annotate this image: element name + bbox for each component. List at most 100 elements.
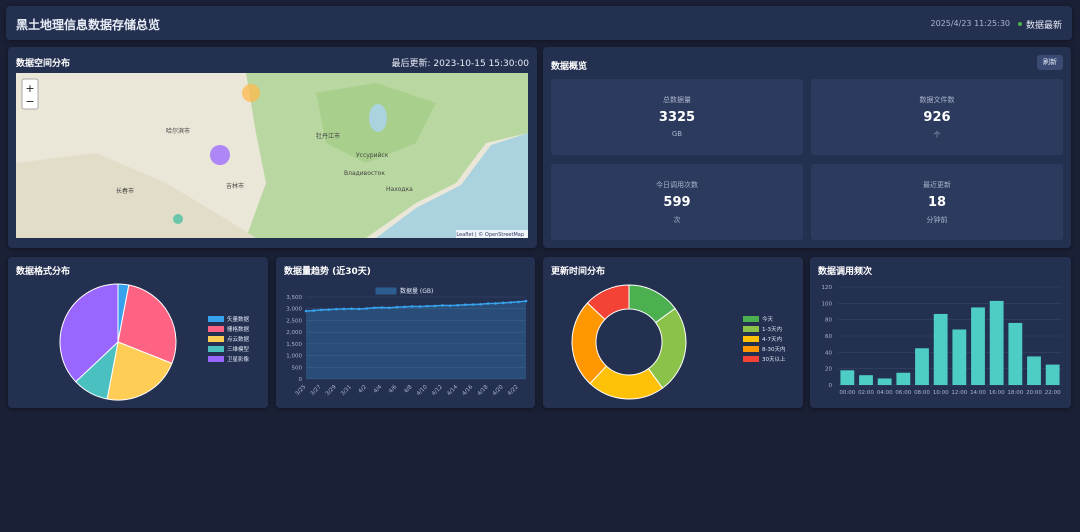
y-tick-label: 2,500 (286, 318, 302, 324)
chart-panel: 更新时间分布 今天 1-3天内 4-7天内 8-30天内 30天以上 (543, 257, 803, 408)
bar (877, 378, 892, 385)
x-tick-label: 3/25 (294, 384, 307, 397)
header: 黑土地理信息数据存储总览 2025/4/23 11:25:30 数据最新 (6, 6, 1072, 40)
legend-swatch (743, 356, 759, 362)
bar (1008, 322, 1023, 385)
y-tick-label: 100 (822, 301, 833, 307)
map-label: 牡丹江市 (316, 132, 340, 140)
status: 数据最新 (1025, 21, 1062, 31)
data-point[interactable] (210, 145, 230, 165)
stat-label: 今日调用次数 (656, 181, 698, 189)
y-tick-label: 120 (822, 285, 833, 291)
legend-swatch (743, 346, 759, 352)
point (501, 301, 505, 305)
chart-title: 数据格式分布 (16, 265, 70, 277)
area (306, 301, 526, 379)
bar (971, 307, 985, 385)
x-tick-label: 4/4 (373, 384, 384, 395)
y-tick-label: 80 (825, 318, 832, 324)
x-tick-label: 20:00 (1026, 390, 1042, 396)
x-tick-label: 4/18 (477, 384, 490, 397)
x-tick-label: 12:00 (951, 390, 967, 396)
x-tick-label: 16:00 (989, 390, 1005, 396)
legend-swatch (743, 316, 759, 322)
bar (933, 313, 948, 385)
y-tick-label: 20 (825, 367, 832, 373)
legend-swatch (208, 316, 224, 322)
x-tick-label: 4/22 (507, 384, 520, 397)
stat-value: 3325 (658, 110, 696, 125)
x-tick-label: 4/16 (461, 384, 474, 397)
point (312, 309, 315, 312)
data-point[interactable] (173, 214, 183, 224)
legend-swatch (208, 336, 224, 342)
x-tick-label: 4/20 (492, 384, 505, 397)
point (410, 305, 414, 308)
data-point[interactable] (242, 84, 260, 102)
map-label: Владивосток (344, 170, 385, 177)
point (403, 305, 406, 309)
x-tick-label: 02:00 (858, 390, 874, 396)
refresh-button[interactable]: 刷新 (1037, 55, 1063, 70)
map-label: 长春市 (116, 187, 134, 195)
attribution[interactable]: Leaflet | © OpenStreetMap (456, 231, 524, 238)
point (517, 300, 520, 304)
point (509, 301, 513, 304)
legend-swatch (375, 287, 397, 295)
stat-unit: 次 (673, 216, 681, 224)
panel-title: 数据空间分布 (16, 59, 71, 69)
map-label: Находка (386, 186, 413, 193)
x-tick-label: 4/6 (388, 384, 399, 395)
map-label: 吉林市 (226, 182, 244, 190)
y-tick-label: 2,000 (286, 330, 302, 336)
point (524, 299, 528, 303)
stat-unit: 分钟前 (926, 216, 948, 224)
y-tick-label: 3,500 (286, 295, 302, 301)
legend-label: 1-3天内 (762, 325, 782, 333)
point (479, 302, 482, 306)
legend-label: 点云数据 (227, 335, 250, 343)
point (304, 309, 308, 313)
chart-title: 数据调用频次 (818, 265, 872, 277)
stat-card: 数据文件数 926 个 (811, 79, 1063, 155)
point (433, 304, 437, 308)
chart: 数据量趋势 (近30天) 0 500 1,000 1,500 2,000 2,500 3,00… (284, 265, 528, 397)
legend-label: 栅格数据 (227, 325, 250, 333)
x-tick-label: 4/14 (446, 384, 459, 397)
point (471, 303, 475, 306)
bar (1027, 356, 1041, 385)
point (441, 304, 444, 307)
x-tick-label: 14:00 (970, 390, 986, 396)
point (319, 308, 323, 312)
page-title: 黑土地理信息数据存储总览 (16, 18, 161, 32)
x-tick-label: 4/10 (416, 384, 429, 397)
x-tick-label: 3/29 (325, 384, 338, 397)
point (448, 304, 452, 307)
point (365, 307, 368, 310)
lake (369, 104, 387, 132)
bar (896, 372, 911, 385)
chart-panel: 数据调用频次 0 20 40 60 80 100 120 00:00 02:00 04:00 06:0… (810, 257, 1071, 408)
bar (1045, 364, 1060, 385)
x-tick-label: 4/2 (358, 384, 369, 395)
point (494, 302, 497, 305)
bar (989, 300, 1004, 385)
x-tick-label: 06:00 (895, 390, 911, 396)
legend-label: 卫星影像 (227, 355, 250, 363)
legend-swatch (208, 326, 224, 332)
stat-card: 今日调用次数 599 次 (551, 164, 803, 240)
y-tick-label: 1,500 (286, 342, 302, 348)
stat-value: 926 (923, 110, 951, 125)
point (456, 303, 460, 307)
y-tick-label: 3,000 (286, 307, 302, 313)
zoom-out[interactable]: − (25, 95, 34, 108)
y-tick-label: 40 (825, 350, 832, 356)
map[interactable]: 哈尔滨市 牡丹江市 长春市 吉林市 Владивосток Уссурийск … (16, 73, 528, 238)
point (426, 304, 429, 308)
chart-title: 数据量趋势 (近30天) (284, 265, 371, 277)
map-panel: 数据空间分布 最后更新: 2023-10-15 15:30:00 哈尔滨市 牡丹… (8, 47, 537, 248)
zoom-in[interactable]: + (25, 82, 34, 95)
stat-unit: GB (671, 130, 683, 138)
